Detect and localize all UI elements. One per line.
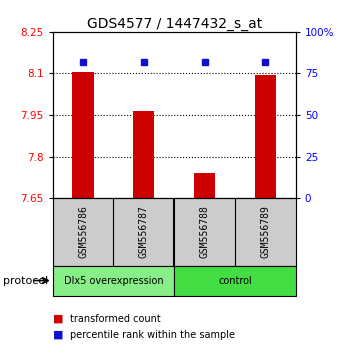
Text: ■: ■	[53, 314, 63, 324]
Bar	[53, 266, 174, 296]
Text: GSM556788: GSM556788	[200, 205, 210, 258]
Text: protocol: protocol	[3, 275, 49, 286]
Text: control: control	[218, 275, 252, 286]
Text: GSM556786: GSM556786	[78, 205, 88, 258]
Text: transformed count: transformed count	[70, 314, 160, 324]
Bar	[133, 111, 154, 198]
Text: GSM556789: GSM556789	[260, 205, 270, 258]
Bar	[174, 266, 296, 296]
Text: percentile rank within the sample: percentile rank within the sample	[70, 330, 235, 339]
Text: Dlx5 overexpression: Dlx5 overexpression	[64, 275, 163, 286]
Text: ■: ■	[53, 330, 63, 339]
Bar	[255, 75, 276, 198]
Bar	[72, 72, 94, 198]
Text: GSM556787: GSM556787	[139, 205, 149, 258]
Title: GDS4577 / 1447432_s_at: GDS4577 / 1447432_s_at	[87, 17, 262, 31]
Bar	[194, 173, 215, 198]
